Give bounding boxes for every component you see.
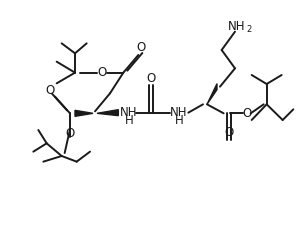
Polygon shape [75,110,93,116]
Text: NH: NH [169,106,187,119]
Polygon shape [207,84,217,104]
Text: O: O [45,84,55,97]
Text: O: O [137,42,146,54]
Text: H: H [125,114,134,127]
Text: 2: 2 [246,25,252,34]
Text: NH: NH [120,106,137,119]
Text: H: H [175,114,184,127]
Text: O: O [242,107,251,120]
Text: O: O [97,66,106,79]
Polygon shape [97,110,118,116]
Text: O: O [147,72,156,86]
Text: NH: NH [228,20,246,33]
Text: O: O [65,127,75,140]
Text: O: O [224,127,233,139]
